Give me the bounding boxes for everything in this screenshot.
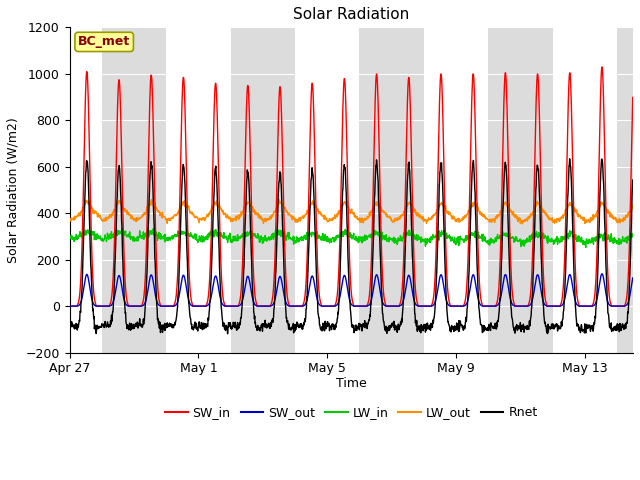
- Legend: SW_in, SW_out, LW_in, LW_out, Rnet: SW_in, SW_out, LW_in, LW_out, Rnet: [160, 401, 543, 424]
- Bar: [102, 27, 166, 352]
- Title: Solar Radiation: Solar Radiation: [293, 7, 410, 22]
- Text: BC_met: BC_met: [78, 36, 131, 48]
- Bar: [230, 27, 295, 352]
- Bar: [488, 27, 552, 352]
- Bar: [360, 27, 424, 352]
- Y-axis label: Solar Radiation (W/m2): Solar Radiation (W/m2): [7, 117, 20, 263]
- Bar: [617, 27, 633, 352]
- X-axis label: Time: Time: [336, 377, 367, 390]
